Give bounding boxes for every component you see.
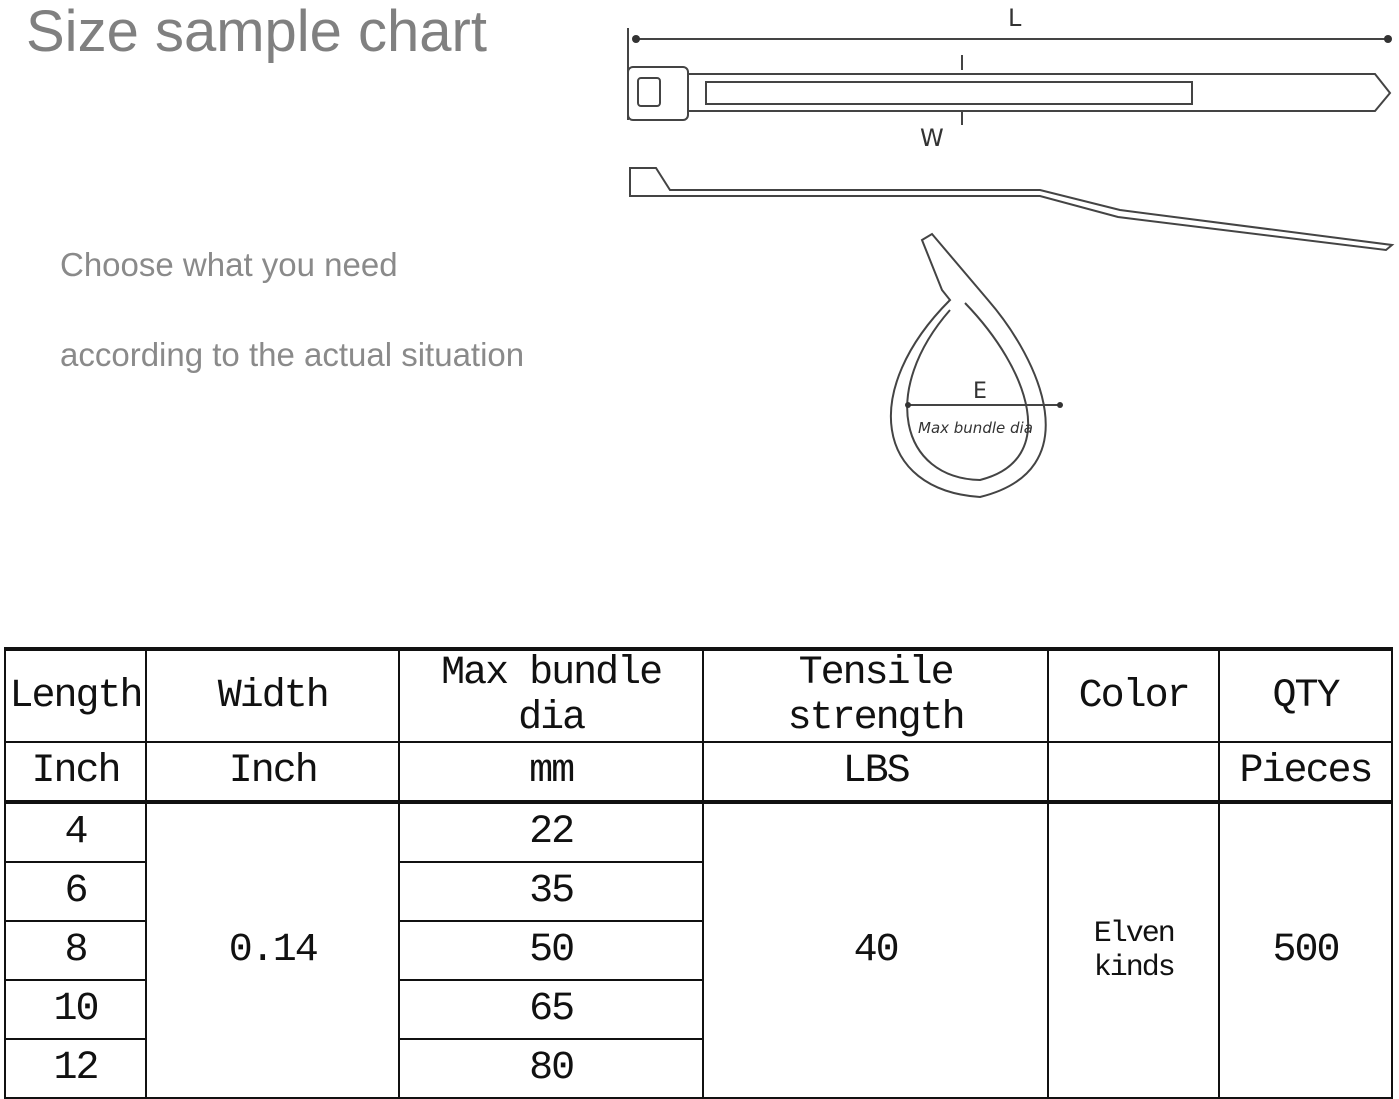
header-length: Length [4, 647, 147, 743]
length-cell: 10 [4, 979, 147, 1040]
length-cell: 6 [4, 861, 147, 922]
tie-teeth [705, 81, 1193, 105]
unit-row: Inch Inch mm LBS Pieces [4, 741, 1393, 804]
tie-head [627, 66, 689, 121]
header-qty: QTY [1218, 647, 1393, 743]
max-bundle-dia-cell: 22 [398, 801, 704, 863]
width-cell: 0.14 [144, 801, 401, 1099]
header-max-bundle-dia: Max bundle dia [398, 647, 704, 743]
unit-color [1047, 741, 1221, 804]
color-cell: Elven kinds [1047, 801, 1221, 1099]
length-cell: 8 [4, 920, 147, 981]
max-bundle-dia-cell: 80 [398, 1038, 704, 1099]
tensile-strength-cell: 40 [701, 801, 1050, 1099]
subtitle-line-1: Choose what you need [60, 246, 398, 283]
header-color: Color [1047, 647, 1221, 743]
diameter-caption: Max bundle dia [918, 419, 1033, 437]
width-label: W [920, 124, 944, 152]
diameter-label: E [973, 379, 987, 404]
subtitle-line-2: according to the actual situation [60, 336, 525, 373]
page-title: Size sample chart [26, 0, 487, 64]
max-bundle-dia-cell: 65 [398, 979, 704, 1040]
max-bundle-dia-cell: 50 [398, 920, 704, 981]
cable-tie-diagram: L W E Max bundle dia [627, 4, 1395, 499]
table-row: 10 65 [4, 979, 1392, 1040]
table-row: 6 35 [4, 861, 1392, 922]
length-cell: 4 [4, 801, 147, 863]
header-row: Length Width Max bundle dia Tensile stre… [4, 647, 1393, 743]
length-label: L [1008, 4, 1022, 32]
unit-max-bundle-dia: mm [398, 741, 704, 804]
unit-length: Inch [4, 741, 147, 804]
unit-qty: Pieces [1218, 741, 1393, 804]
tie-side-view [629, 167, 1395, 252]
header-tensile-strength: Tensile strength [701, 647, 1050, 743]
qty-cell: 500 [1218, 801, 1393, 1099]
unit-tensile-strength: LBS [701, 741, 1050, 804]
length-cell: 12 [4, 1038, 147, 1099]
header-width: Width [144, 647, 401, 743]
unit-width: Inch [144, 741, 401, 804]
tie-loop [890, 232, 1047, 499]
max-bundle-dia-cell: 35 [398, 861, 704, 922]
tie-strap [688, 73, 1392, 112]
size-table: Length Width Max bundle dia Tensile stre… [4, 647, 1393, 1099]
table-row: 8 50 [4, 920, 1392, 981]
table-row: 4 0.14 22 40 Elven kinds 500 [4, 801, 1393, 1099]
